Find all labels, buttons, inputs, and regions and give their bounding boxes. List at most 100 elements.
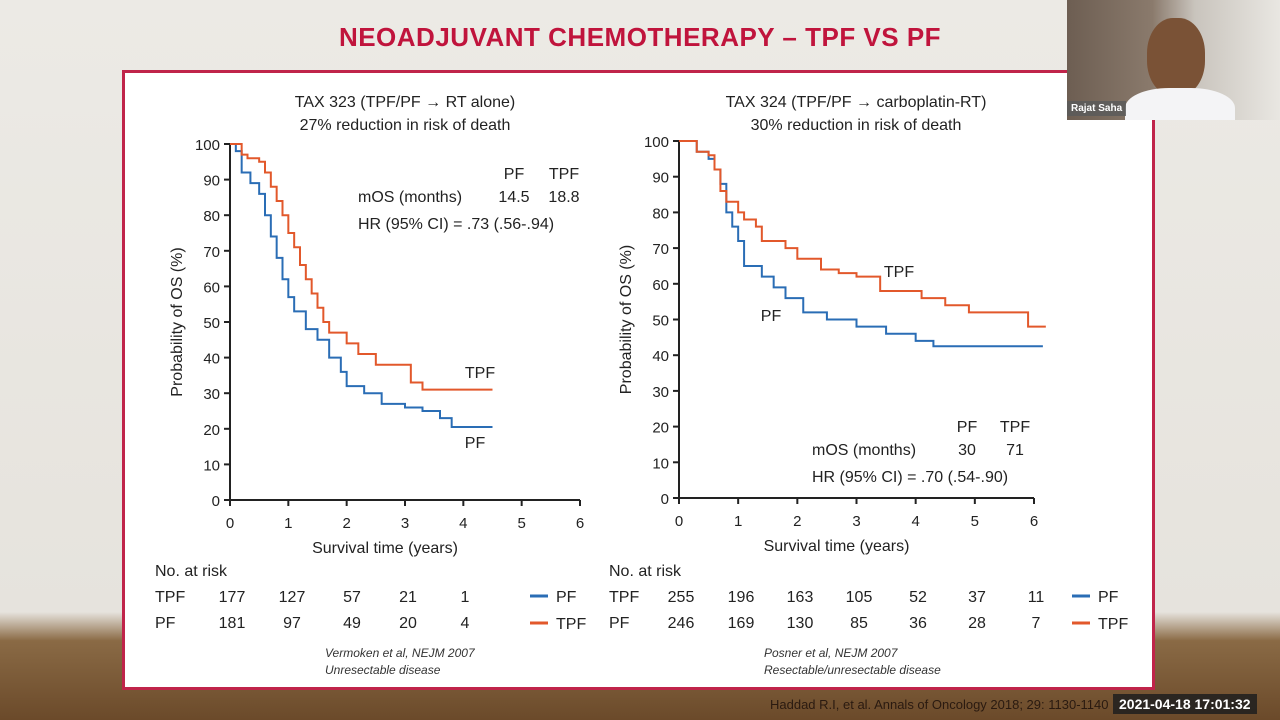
curve-tpf — [679, 140, 1046, 328]
curve-label-tpf: TPF — [884, 264, 914, 281]
legend-label-tpf: TPF — [1098, 616, 1128, 633]
y-tick-label: 100 — [195, 137, 220, 154]
hazard-ratio: HR (95% CI) = .70 (.54-.90) — [812, 469, 1008, 486]
risk-value: 21 — [399, 589, 417, 606]
risk-row-name: PF — [609, 615, 630, 632]
y-tick-label: 50 — [203, 315, 220, 332]
curve-tpf — [230, 143, 493, 391]
risk-table-label: No. at risk — [155, 563, 228, 580]
source-note: Resectable/unresectable disease — [764, 663, 941, 677]
mos-label: mOS (months) — [812, 442, 916, 459]
risk-value: 130 — [787, 615, 814, 632]
stats-header: TPF — [1000, 419, 1030, 436]
x-tick-label: 6 — [576, 515, 584, 532]
mos-value: 14.5 — [498, 189, 529, 206]
slide-title: NEOADJUVANT CHEMOTHERAPY – TPF VS PF — [0, 22, 1280, 53]
x-axis-label: Survival time (years) — [312, 540, 458, 557]
curve-label-pf: PF — [465, 435, 486, 452]
y-tick-label: 10 — [652, 455, 669, 472]
x-tick-label: 1 — [734, 513, 742, 530]
risk-value: 4 — [461, 615, 470, 632]
x-tick-label: 4 — [459, 515, 467, 532]
risk-value: 181 — [219, 615, 246, 632]
y-tick-label: 20 — [652, 420, 669, 437]
risk-row-name: TPF — [609, 589, 639, 606]
participant-video[interactable]: Rajat Saha — [1067, 0, 1280, 120]
risk-value: 1 — [461, 589, 470, 606]
risk-table-label: No. at risk — [609, 563, 682, 580]
participant-body — [1125, 88, 1235, 120]
y-tick-label: 70 — [203, 244, 220, 261]
y-tick-label: 60 — [652, 277, 669, 294]
chart-title: TAX 323 (TPF/PF → RT alone) — [295, 94, 516, 111]
risk-value: 169 — [728, 615, 755, 632]
risk-value: 85 — [850, 615, 868, 632]
y-tick-label: 70 — [652, 241, 669, 258]
x-tick-label: 5 — [517, 515, 525, 532]
footer-citation: Haddad R.I, et al. Annals of Oncology 20… — [770, 697, 1109, 712]
legend-label-pf: PF — [1098, 589, 1119, 606]
risk-value: 49 — [343, 615, 361, 632]
legend-label-tpf: TPF — [556, 616, 586, 633]
risk-value: 37 — [968, 589, 986, 606]
risk-value: 246 — [668, 615, 695, 632]
source-note: Unresectable disease — [325, 663, 441, 677]
source-note: Posner et al, NEJM 2007 — [764, 646, 899, 660]
x-tick-label: 5 — [971, 513, 979, 530]
curve-pf — [679, 140, 1043, 348]
mos-value: 18.8 — [548, 189, 579, 206]
hazard-ratio: HR (95% CI) = .73 (.56-.94) — [358, 216, 554, 233]
y-tick-label: 50 — [652, 313, 669, 330]
stats-header: PF — [957, 419, 978, 436]
y-tick-label: 90 — [203, 173, 220, 190]
y-tick-label: 0 — [212, 493, 220, 510]
chart-subtitle: 27% reduction in risk of death — [300, 117, 511, 134]
y-axis-label: Probability of OS (%) — [169, 247, 186, 396]
x-tick-label: 2 — [793, 513, 801, 530]
x-tick-label: 2 — [342, 515, 350, 532]
y-tick-label: 20 — [203, 422, 220, 439]
risk-value: 163 — [787, 589, 814, 606]
x-tick-label: 3 — [401, 515, 409, 532]
y-tick-label: 100 — [644, 134, 669, 151]
stats-header: TPF — [549, 166, 579, 183]
y-tick-label: 30 — [203, 386, 220, 403]
y-tick-label: 80 — [203, 208, 220, 225]
risk-value: 52 — [909, 589, 927, 606]
y-tick-label: 60 — [203, 279, 220, 296]
y-tick-label: 90 — [652, 170, 669, 187]
participant-face — [1147, 18, 1205, 96]
x-tick-label: 0 — [226, 515, 234, 532]
y-tick-label: 40 — [652, 348, 669, 365]
risk-value: 105 — [846, 589, 873, 606]
slide-title-text: NEOADJUVANT CHEMOTHERAPY – TPF VS PF — [338, 22, 942, 52]
risk-value: 28 — [968, 615, 986, 632]
participant-name: Rajat Saha — [1067, 101, 1127, 116]
source-note: Vermoken et al, NEJM 2007 — [325, 646, 476, 660]
y-tick-label: 30 — [652, 384, 669, 401]
x-axis-label: Survival time (years) — [764, 538, 910, 555]
y-tick-label: 80 — [652, 205, 669, 222]
mos-value: 30 — [958, 442, 976, 459]
x-tick-label: 3 — [852, 513, 860, 530]
x-tick-label: 6 — [1030, 513, 1038, 530]
chart-subtitle: 30% reduction in risk of death — [751, 117, 962, 134]
risk-row-name: PF — [155, 615, 176, 632]
mos-value: 71 — [1006, 442, 1024, 459]
curve-label-tpf: TPF — [465, 365, 495, 382]
curve-label-pf: PF — [761, 308, 782, 325]
y-tick-label: 0 — [661, 491, 669, 508]
risk-value: 11 — [1028, 589, 1045, 606]
x-tick-label: 0 — [675, 513, 683, 530]
risk-value: 97 — [283, 615, 301, 632]
y-tick-label: 10 — [203, 457, 220, 474]
chart-title: TAX 324 (TPF/PF → carboplatin-RT) — [726, 94, 987, 111]
risk-value: 255 — [668, 589, 695, 606]
risk-value: 57 — [343, 589, 361, 606]
x-tick-label: 1 — [284, 515, 292, 532]
risk-value: 196 — [728, 589, 755, 606]
y-tick-label: 40 — [203, 351, 220, 368]
legend-label-pf: PF — [556, 589, 577, 606]
risk-value: 20 — [399, 615, 417, 632]
